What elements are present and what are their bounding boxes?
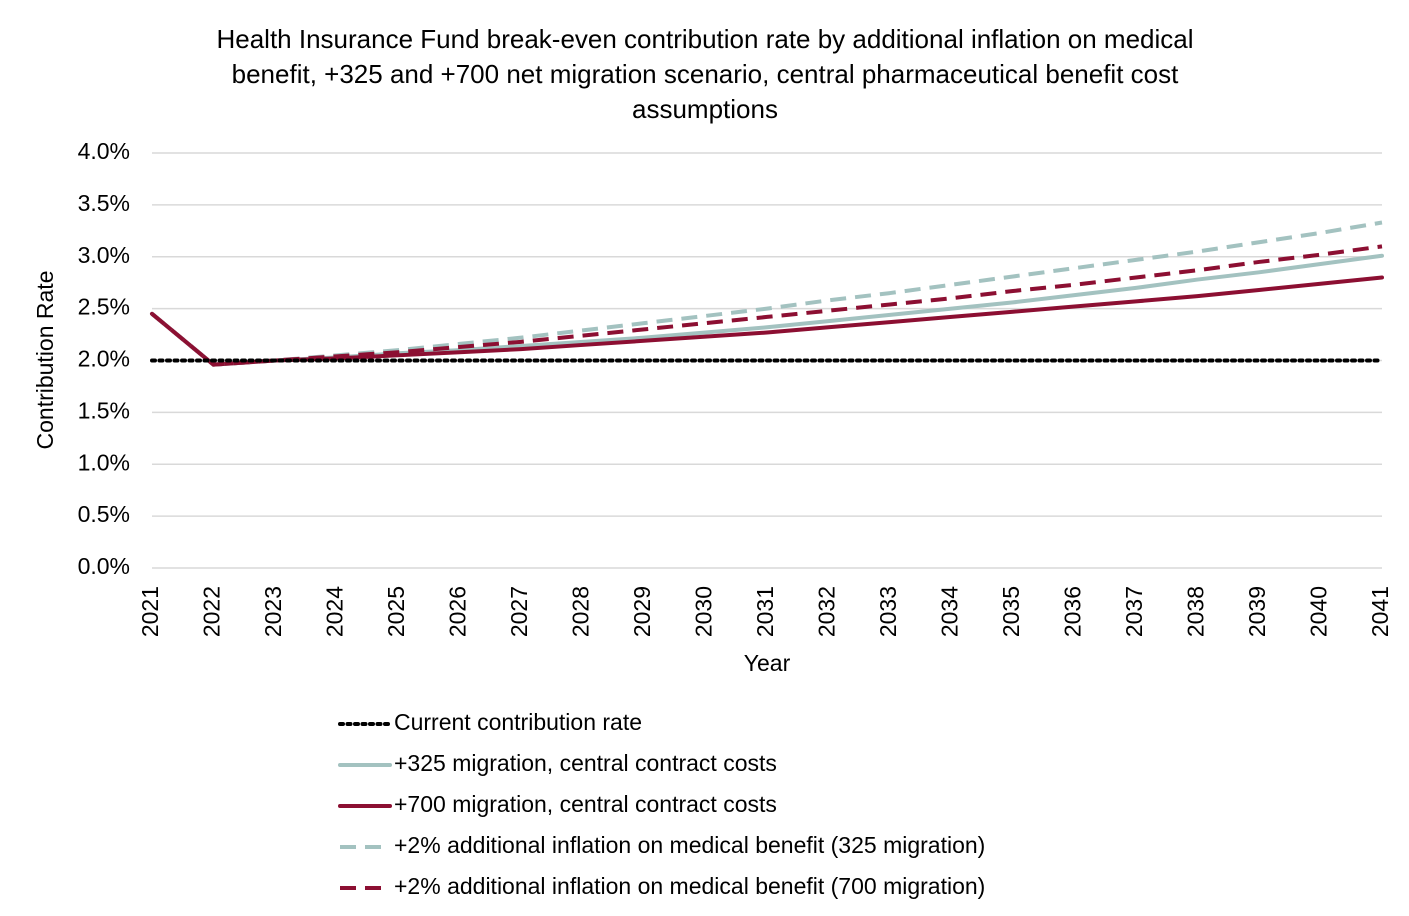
x-tick-label: 2029 bbox=[629, 586, 655, 637]
y-tick-label: 3.5% bbox=[78, 190, 130, 216]
x-tick-label: 2041 bbox=[1367, 586, 1393, 637]
x-tick-label: 2036 bbox=[1060, 586, 1086, 637]
y-tick-label: 2.5% bbox=[78, 294, 130, 320]
y-tick-label: 3.0% bbox=[78, 242, 130, 268]
x-tick-label: 2025 bbox=[383, 586, 409, 637]
x-tick-label: 2030 bbox=[691, 586, 717, 637]
chart-title: Health Insurance Fund break-even contrib… bbox=[216, 24, 1194, 124]
x-tick-label: 2023 bbox=[260, 586, 286, 637]
x-tick-label: 2024 bbox=[322, 586, 348, 637]
x-tick-label: 2032 bbox=[814, 586, 840, 637]
x-tick-label: 2027 bbox=[506, 586, 532, 637]
x-tick-label: 2037 bbox=[1121, 586, 1147, 637]
x-tick-label: 2038 bbox=[1183, 586, 1209, 637]
series-line bbox=[150, 220, 1383, 367]
y-tick-label: 1.5% bbox=[78, 397, 130, 423]
x-tick-label: 2021 bbox=[137, 586, 163, 637]
x-tick-label: 2022 bbox=[199, 586, 225, 637]
legend-label: +700 migration, central contract costs bbox=[394, 791, 777, 817]
y-tick-label: 0.5% bbox=[78, 501, 130, 527]
x-tick-label: 2028 bbox=[568, 586, 594, 637]
x-tick-label: 2034 bbox=[937, 586, 963, 637]
y-tick-label: 4.0% bbox=[78, 138, 130, 164]
y-axis-label: Contribution Rate bbox=[32, 271, 58, 450]
legend-label: Current contribution rate bbox=[394, 709, 642, 735]
y-tick-label: 2.0% bbox=[78, 346, 130, 372]
x-axis-label: Year bbox=[744, 650, 791, 676]
legend-label: +325 migration, central contract costs bbox=[394, 750, 777, 776]
y-tick-label: 1.0% bbox=[78, 449, 130, 475]
x-tick-label: 2035 bbox=[998, 586, 1024, 637]
x-tick-label: 2031 bbox=[752, 586, 778, 637]
series-line bbox=[150, 244, 1383, 367]
series-line bbox=[150, 275, 1384, 367]
x-tick-label: 2026 bbox=[445, 586, 471, 637]
x-tick-label: 2033 bbox=[875, 586, 901, 637]
x-tick-label: 2039 bbox=[1244, 586, 1270, 637]
x-tick-label: 2040 bbox=[1306, 586, 1332, 637]
legend-label: +2% additional inflation on medical bene… bbox=[394, 832, 985, 858]
legend-label: +2% additional inflation on medical bene… bbox=[394, 873, 985, 899]
y-tick-label: 0.0% bbox=[78, 553, 130, 579]
